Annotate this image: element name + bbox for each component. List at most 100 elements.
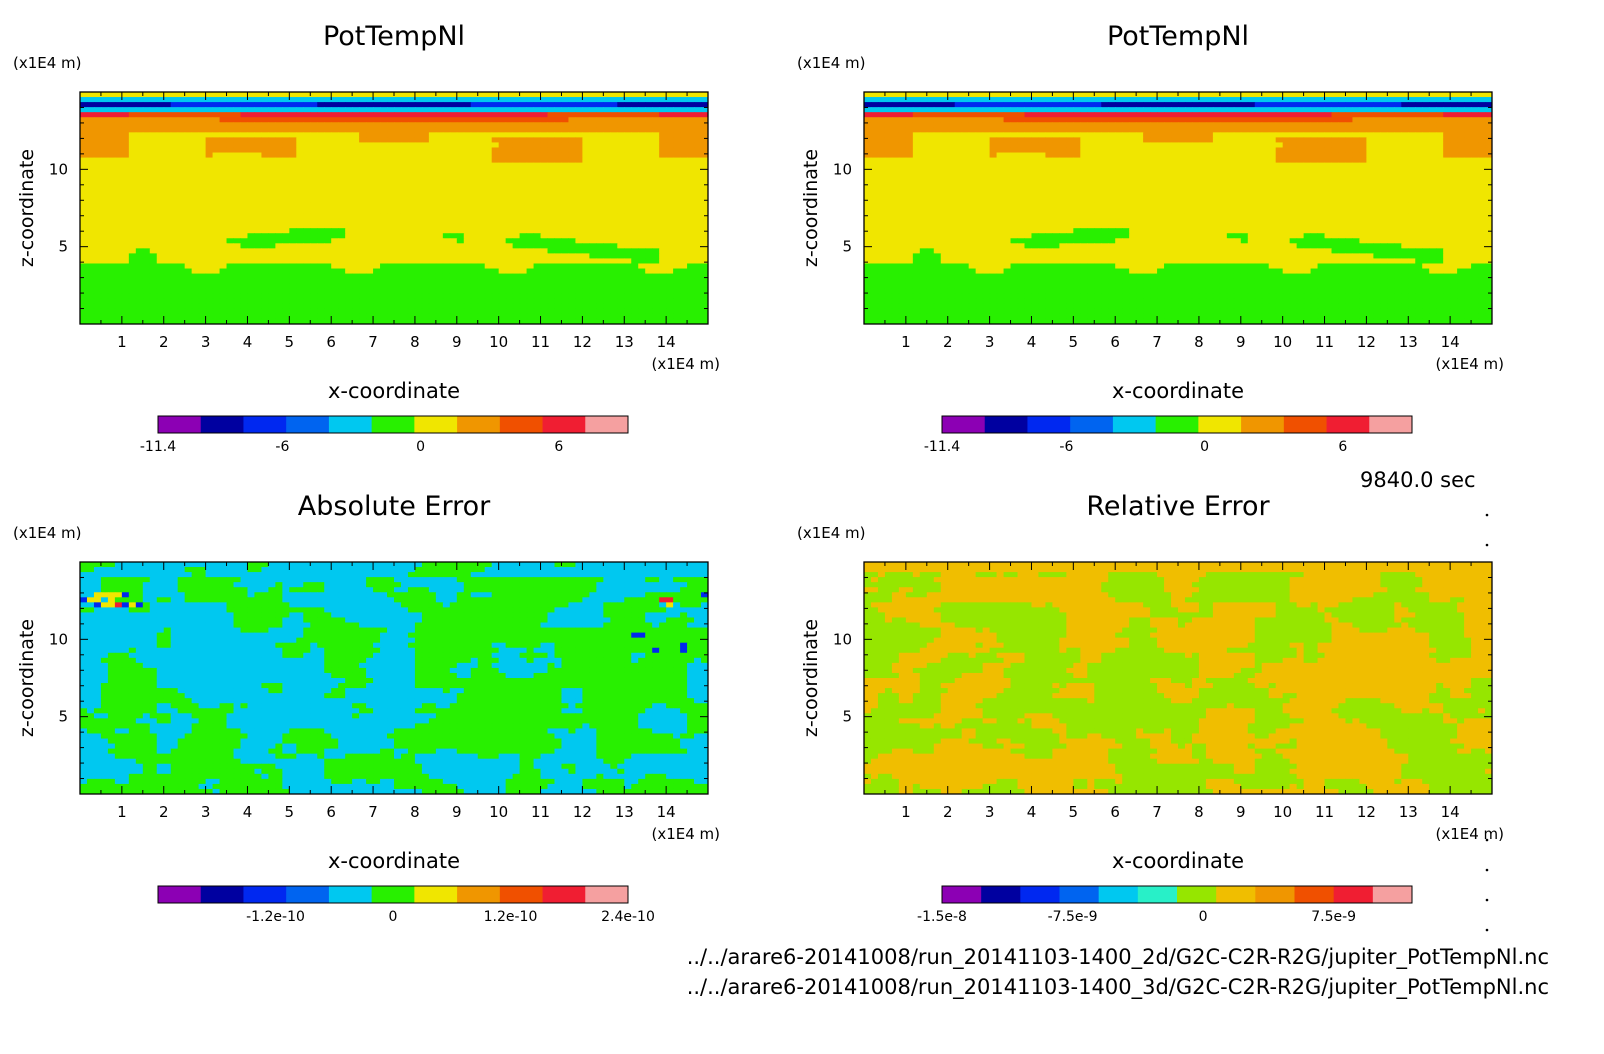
heatmap-cell [491,223,500,229]
heatmap-cell [442,238,451,244]
heatmap-cell [261,92,269,98]
heatmap-cell [345,263,353,270]
heatmap-cell [596,298,604,305]
heatmap-cell [1240,102,1249,108]
heatmap-cell [554,112,562,118]
heatmap-cell [582,303,590,310]
heatmap-cell [477,318,486,325]
heatmap-cell [226,137,235,143]
heatmap-cell [387,162,395,169]
heatmap-cell [359,258,367,264]
heatmap-cell [233,127,241,133]
heatmap-cell [135,233,144,239]
heatmap-cell [631,238,639,244]
heatmap-cell [233,197,241,204]
heatmap-cell [317,132,325,138]
heatmap-cell [414,167,423,174]
heatmap-cell [561,97,569,103]
heatmap-cell [701,182,709,189]
heatmap-cell [338,308,346,315]
heatmap-cell [624,107,632,113]
heatmap-cell [624,278,632,285]
heatmap-cell [561,213,569,219]
heatmap-cell [1268,102,1277,108]
heatmap-cell [456,112,465,118]
heatmap-cell [680,258,688,264]
heatmap-cell [666,288,674,295]
heatmap-cell [449,92,458,98]
heatmap-cell [156,202,165,209]
heatmap-cell [219,172,228,179]
heatmap-cell [1087,127,1095,133]
heatmap-cell [254,253,262,259]
heatmap-cell [380,142,388,148]
heatmap-cell [275,223,283,229]
heatmap-cell [177,107,186,113]
heatmap-cell [484,298,493,305]
heatmap-cell [701,268,709,275]
heatmap-cell [540,102,549,108]
heatmap-cell [680,283,688,290]
heatmap-cell [100,218,109,224]
heatmap-cell [435,288,444,295]
heatmap-cell [484,112,493,118]
heatmap-cell [1184,122,1193,128]
heatmap-cell [1219,92,1228,98]
heatmap-cell [184,157,193,164]
heatmap-cell [533,172,542,179]
heatmap-cell [694,132,702,138]
heatmap-cell [93,278,102,285]
heatmap-cell [1303,122,1312,128]
heatmap-cell [470,147,479,154]
heatmap-cell [680,288,688,295]
heatmap-cell [310,97,318,103]
heatmap-cell [498,197,507,204]
heatmap-cell [170,208,179,214]
heatmap-cell [296,223,304,229]
heatmap-cell [380,313,388,320]
heatmap-cell [177,142,186,148]
heatmap-cell [352,243,360,249]
heatmap-cell [149,228,158,234]
heatmap-cell [680,97,688,103]
heatmap-cell [673,137,681,143]
heatmap-cell [219,243,228,249]
heatmap-cell [86,202,95,209]
heatmap-cell [345,253,353,259]
heatmap-cell [421,137,430,143]
heatmap-cell [870,97,879,103]
heatmap-cell [149,293,158,300]
heatmap-cell [177,273,186,280]
heatmap-cell [282,167,290,174]
heatmap-cell [177,187,186,194]
heatmap-cell [310,187,318,194]
heatmap-cell [338,298,346,305]
heatmap-cell [407,213,416,219]
colorbar-swatch [286,416,330,433]
heatmap-cell [170,233,179,239]
heatmap-cell [86,197,95,204]
heatmap-cell [547,117,555,123]
heatmap-cell [289,208,297,214]
heatmap-cell [191,172,200,179]
heatmap-cell [86,117,95,123]
heatmap-cell [1422,122,1430,128]
heatmap-cell [352,127,360,133]
heatmap-cell [505,318,514,325]
heatmap-cell [617,233,625,239]
heatmap-cell [247,122,255,128]
heatmap-cell [1017,117,1025,123]
heatmap-cell [142,223,151,229]
heatmap-cell [484,132,493,138]
heatmap-cell [177,223,186,229]
heatmap-cell [456,117,465,123]
heatmap-cell [603,233,611,239]
heatmap-cell [463,273,472,280]
heatmap-cell [1178,102,1186,108]
heatmap-cell [400,172,409,179]
heatmap-cell [561,107,569,113]
heatmap-cell [519,202,528,209]
heatmap-cell [1324,97,1333,103]
heatmap-cell [261,318,269,325]
heatmap-cell [107,92,116,98]
